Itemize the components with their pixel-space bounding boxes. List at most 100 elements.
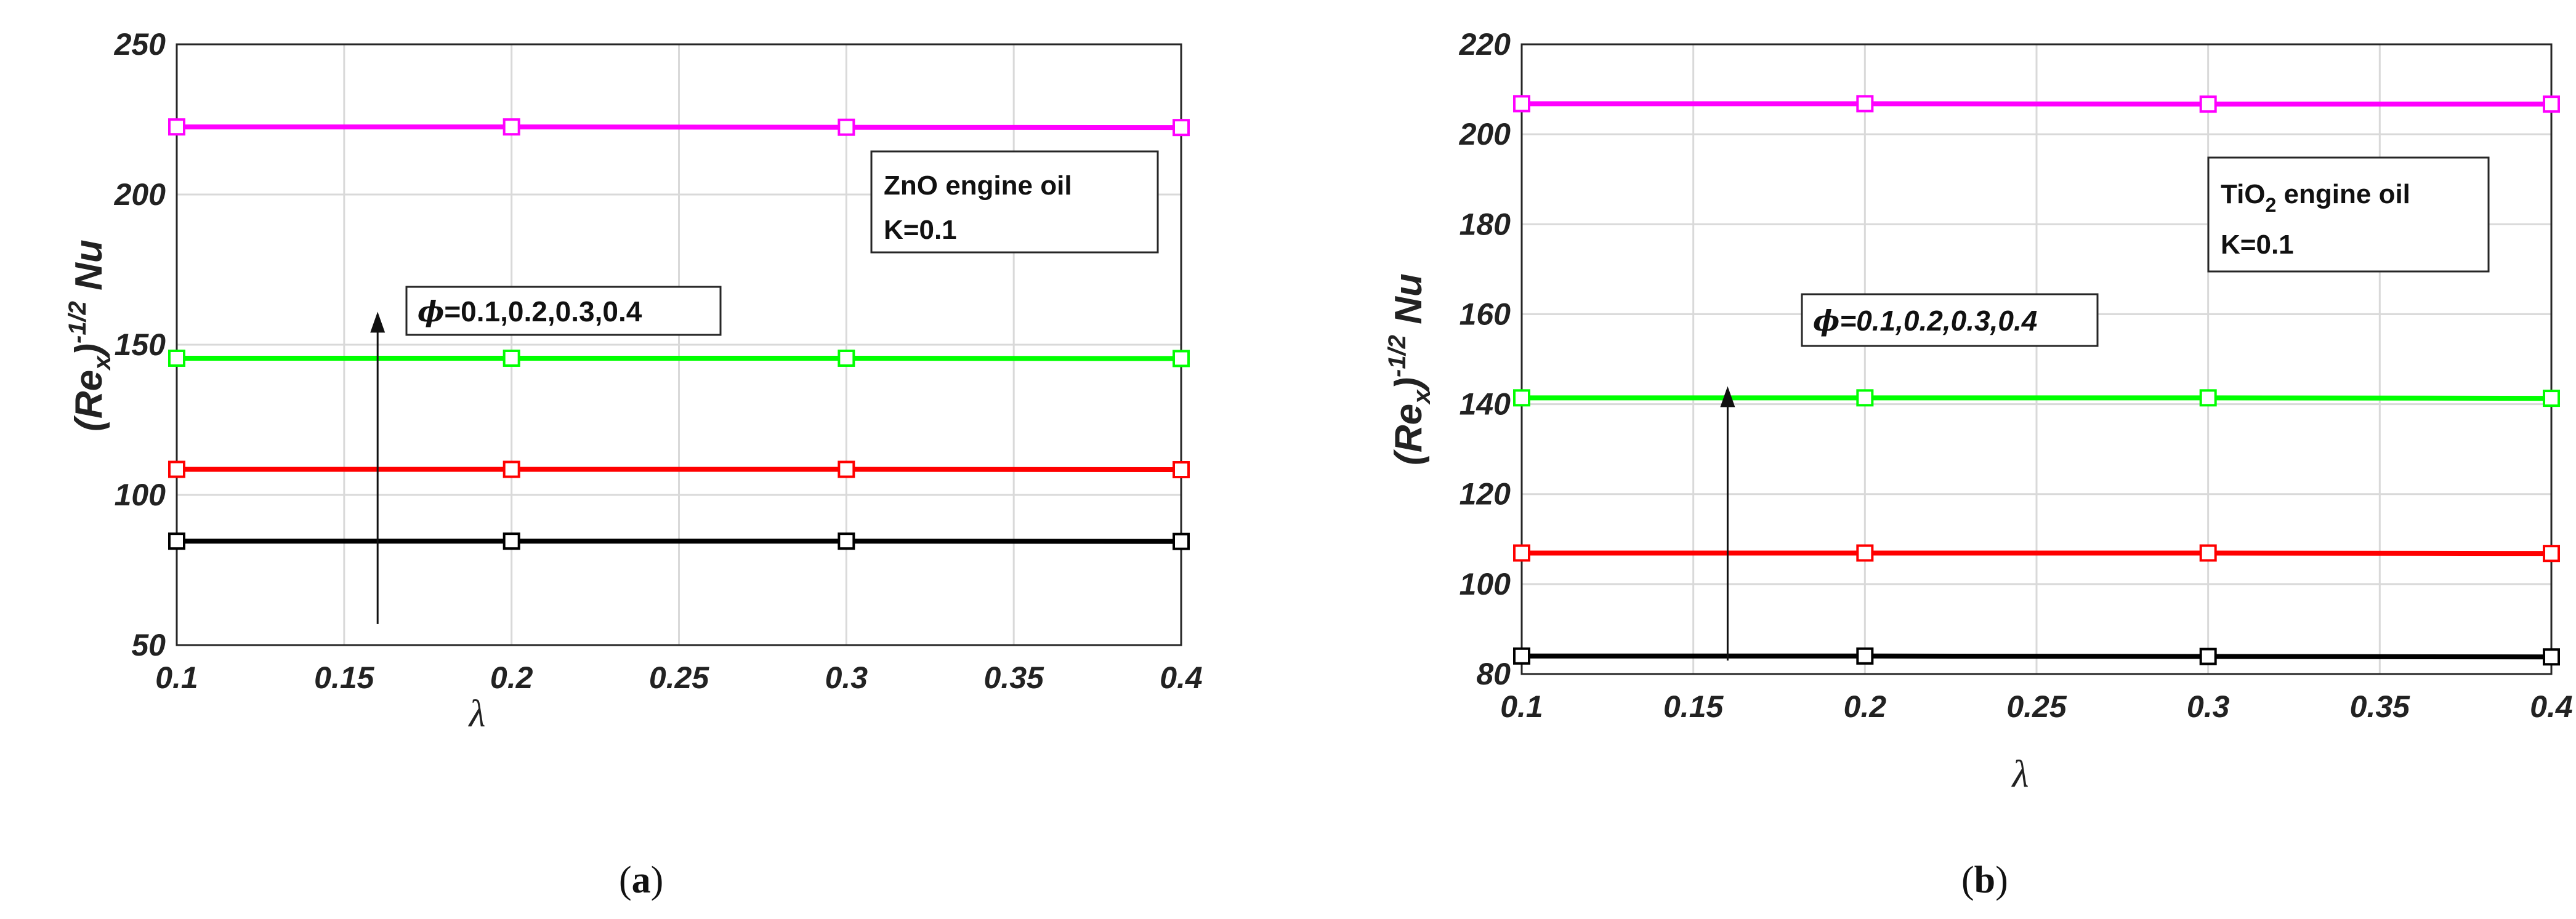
data-marker (1513, 95, 1530, 113)
data-marker (168, 349, 185, 367)
legend-line-2: K=0.1 (884, 215, 957, 245)
annotation-frame (1801, 293, 2099, 347)
y-tick-label: 100 (1460, 567, 1511, 601)
x-tick-label: 0.25 (649, 660, 710, 695)
x-tick-label: 0.4 (2530, 689, 2573, 724)
data-marker (1173, 532, 1190, 550)
data-marker (503, 118, 520, 136)
series-line-3 (1513, 389, 2560, 407)
y-tick-label: 140 (1460, 387, 1511, 422)
y-tick-label: 120 (1460, 477, 1511, 512)
y-axis-label: (Rex)-1/2 Nu (1384, 273, 1435, 465)
series-layer (168, 118, 1190, 550)
series-path (1522, 653, 2552, 660)
x-tick-label: 0.15 (1663, 689, 1724, 724)
data-marker (503, 349, 520, 367)
caption-b: (b) (1961, 859, 2008, 901)
plot-frame (1520, 43, 2553, 675)
grid-layer (176, 43, 1182, 646)
data-marker (1513, 544, 1530, 562)
data-marker (503, 460, 520, 478)
data-marker (1513, 389, 1530, 407)
y-tick-label: 200 (1459, 117, 1511, 151)
x-tick-label: 0.3 (2187, 689, 2230, 724)
y-tick-labels: 80 100 120 140 160 180 200 220 (1459, 27, 1511, 691)
y-tick-label: 250 (114, 27, 166, 62)
data-marker (2199, 95, 2217, 113)
data-marker (838, 532, 855, 550)
y-tick-label: 50 (131, 628, 166, 662)
data-marker (1856, 389, 1874, 407)
data-marker (168, 460, 185, 478)
x-tick-label: 0.1 (155, 660, 198, 695)
data-marker (1856, 647, 1874, 665)
caption-a: (a) (619, 859, 664, 901)
series-path (1522, 101, 2551, 107)
phi-annotation: ϕ=0.1,0.2,0.3,0.4 (370, 286, 722, 624)
y-tick-labels: 50 100 150 200 250 (114, 27, 166, 662)
data-marker (838, 460, 855, 478)
series-line-4 (1513, 95, 2560, 113)
legend-line-2: K=0.1 (2221, 230, 2294, 260)
arrow-head (1720, 386, 1735, 407)
data-marker (838, 349, 855, 367)
legend-line-1: TiO2 engine oil (2221, 179, 2410, 216)
axes-box (1520, 43, 2553, 675)
legend-box: TiO2 engine oil K=0.1 (2207, 156, 2490, 273)
axes-box (176, 43, 1182, 646)
annotation-text: ϕ=0.1,0.2,0.3,0.4 (1813, 304, 2037, 337)
data-marker (1173, 350, 1190, 367)
annotation-frame (405, 286, 722, 336)
data-marker (1173, 119, 1190, 137)
data-marker (1513, 647, 1530, 665)
data-marker (2543, 95, 2560, 113)
data-marker (168, 118, 185, 136)
x-axis-label: λ (2011, 753, 2029, 795)
series-line-2 (1513, 544, 2560, 563)
caption-b-letter: b (1974, 859, 1996, 901)
x-tick-label: 0.35 (984, 660, 1045, 695)
data-marker (168, 532, 185, 550)
phi-annotation: ϕ=0.1,0.2,0.3,0.4 (1720, 293, 2099, 661)
data-marker (2199, 544, 2217, 562)
x-tick-labels: 0.1 0.15 0.2 0.25 0.3 0.35 0.4 (1500, 689, 2573, 724)
x-tick-labels: 0.1 0.15 0.2 0.25 0.3 0.35 0.4 (155, 660, 1203, 695)
series-line-4 (168, 118, 1190, 137)
caption-a-letter: a (631, 859, 651, 901)
y-tick-label: 200 (114, 177, 166, 212)
arrow-head (370, 311, 386, 333)
y-tick-label: 180 (1460, 207, 1511, 241)
data-marker (838, 118, 855, 136)
x-tick-label: 0.4 (1160, 660, 1203, 695)
legend-frame (2207, 156, 2490, 273)
y-tick-label: 80 (1476, 657, 1511, 691)
legend-box: ZnO engine oil K=0.1 (870, 150, 1159, 254)
data-marker (1173, 461, 1190, 479)
x-tick-label: 0.35 (2350, 689, 2411, 724)
x-tick-label: 0.15 (314, 660, 375, 695)
x-tick-label: 0.2 (1844, 689, 1887, 724)
series-line-2 (168, 460, 1190, 479)
x-axis-label: λ (468, 693, 486, 735)
series-line-1 (168, 532, 1190, 550)
grid-layer (1520, 43, 2553, 675)
x-tick-label: 0.25 (2006, 689, 2067, 724)
annotation-text: ϕ=0.1,0.2,0.3,0.4 (418, 295, 642, 328)
y-tick-label: 100 (115, 478, 166, 512)
series-line-1 (1513, 647, 2560, 666)
y-tick-label: 160 (1460, 297, 1511, 331)
data-marker (2543, 545, 2560, 563)
y-axis-label: (Rex)-1/2 Nu (64, 239, 116, 431)
y-tick-label: 150 (115, 327, 166, 362)
plot-frame (176, 43, 1182, 646)
data-marker (2199, 648, 2217, 665)
series-layer (1513, 95, 2560, 666)
legend-line-1: ZnO engine oil (884, 171, 1072, 201)
data-marker (503, 532, 520, 550)
data-marker (2543, 390, 2560, 407)
x-tick-label: 0.1 (1500, 689, 1543, 724)
data-marker (1856, 544, 1874, 562)
series-line-3 (168, 349, 1190, 367)
